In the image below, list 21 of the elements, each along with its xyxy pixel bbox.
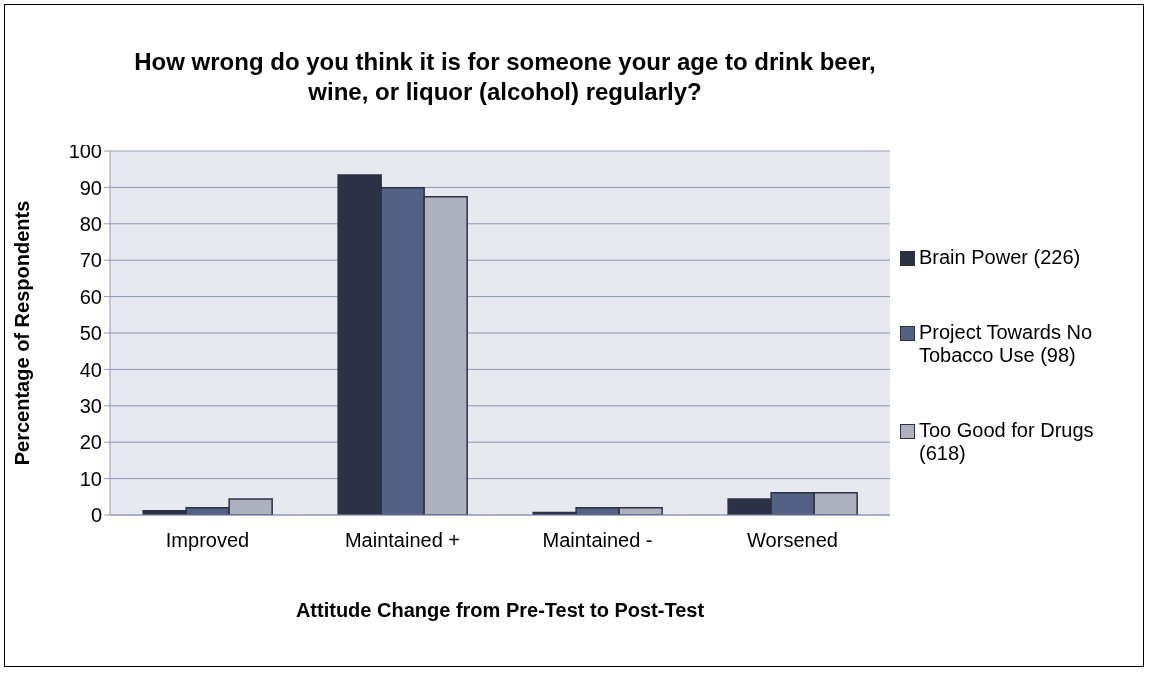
y-axis-title: Percentage of Respondents [11, 200, 34, 466]
x-tick-label: Maintained - [542, 529, 653, 552]
y-tick-label: 40 [79, 358, 102, 381]
x-tick-label: Maintained + [344, 529, 461, 552]
y-tick-label: 60 [79, 285, 102, 308]
y-tick-label: 80 [79, 212, 102, 235]
x-axis-title: Attitude Change from Pre-Test to Post-Test [294, 599, 706, 622]
y-tick-label: 70 [79, 249, 102, 272]
x-tick-label: Improved [165, 529, 250, 552]
y-tick-label: 100 [68, 140, 102, 163]
y-tick-label: 10 [79, 467, 102, 490]
x-tick-label: Worsened [747, 529, 838, 552]
y-tick-label: 20 [79, 431, 102, 454]
y-tick-label: 50 [79, 322, 102, 345]
legend-label: Project Towards No Tobacco Use (98) [919, 320, 1094, 367]
y-tick-label: 0 [90, 504, 102, 527]
legend-label: Brain Power (226) [919, 245, 1081, 269]
y-tick-label: 30 [79, 394, 102, 417]
chart-title: How wrong do you think it is for someone your age to drink beer, wine, or liquor (alcohol) regularly? [133, 47, 877, 107]
y-tick-label: 90 [79, 176, 102, 199]
legend-label: Too Good for Drugs (618) [919, 418, 1095, 465]
